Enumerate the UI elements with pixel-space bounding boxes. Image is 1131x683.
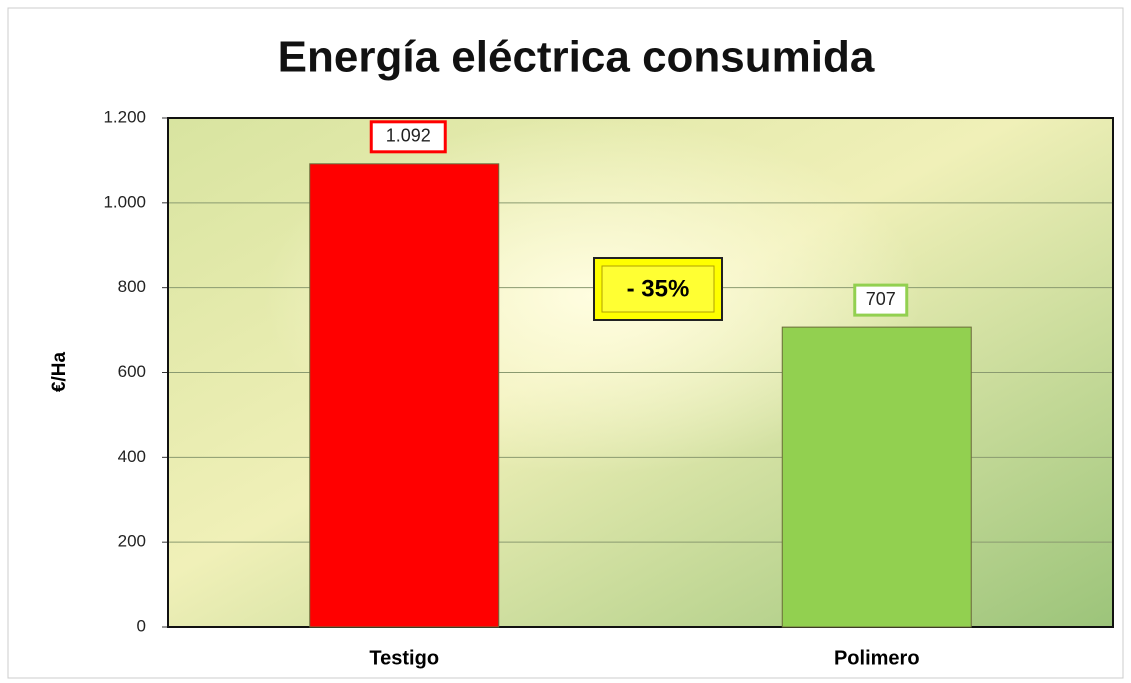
y-tick-label: 600 (118, 362, 146, 381)
annotation-inner (601, 265, 715, 313)
annotation: - 35% (627, 275, 690, 302)
value-label-box (853, 283, 909, 317)
bar (781, 326, 972, 628)
x-tick-label: Testigo (369, 647, 439, 669)
y-tick-label: 1.200 (103, 107, 146, 126)
y-tick-label: 400 (118, 447, 146, 466)
value-label: 707 (866, 289, 896, 309)
value-label-box (369, 120, 447, 154)
y-axis-label: €/Ha (49, 352, 70, 393)
y-tick-label: 200 (118, 532, 146, 551)
chart-title: Energía eléctrica consumida (278, 33, 875, 82)
bar (309, 163, 500, 628)
y-tick-label: 0 (137, 616, 146, 635)
plot-border (167, 117, 1114, 628)
y-tick-label: 800 (118, 277, 146, 296)
x-tick-label: Polimero (834, 647, 920, 669)
value-label: 1.092 (386, 126, 431, 146)
y-tick-label: 1.000 (103, 192, 146, 211)
